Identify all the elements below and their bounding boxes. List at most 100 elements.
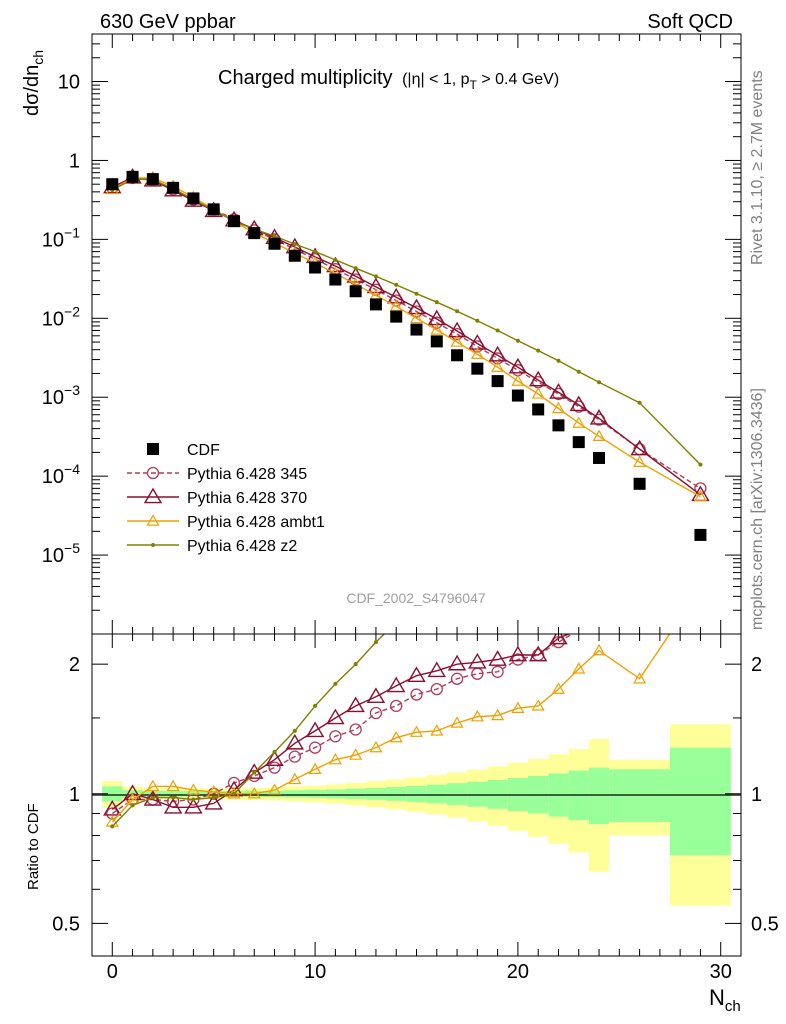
ratio-point: [511, 701, 525, 713]
band-inner: [588, 767, 610, 825]
ratio-point: [549, 634, 568, 645]
ratio-point: [450, 716, 464, 728]
main-point: [630, 439, 649, 456]
x-axis-label-text: N: [709, 985, 725, 1010]
band-inner: [304, 789, 326, 798]
main-data-point: [491, 375, 504, 388]
ratio-point: [427, 661, 447, 678]
legend-marker: [151, 543, 155, 547]
ratio-point: [163, 797, 183, 814]
ratio-point: [531, 699, 545, 711]
main-data-point: [106, 178, 119, 191]
main-point: [576, 369, 581, 374]
main-point: [455, 309, 460, 314]
main-data-point: [369, 298, 382, 311]
y-tick-label-exp: −1: [64, 224, 80, 240]
ratio-point: [329, 730, 342, 743]
ratio-point: [450, 672, 464, 685]
ratio-point: [110, 824, 115, 829]
ratio-point: [103, 799, 122, 816]
ratio-point: [313, 703, 318, 708]
ratio-point: [470, 710, 484, 722]
ratio-point: [430, 682, 443, 696]
ratio-point: [390, 699, 403, 713]
ratio-series-1: [103, 634, 571, 816]
legend-entry: Pythia 6.428 345: [127, 466, 307, 483]
ratio-point: [130, 803, 135, 808]
main-data-point: [430, 335, 443, 348]
ratio-uncertainty-band: [102, 724, 731, 906]
y-tick-label: 10−2: [42, 303, 80, 330]
y-axis-label-main: dσ/dnch: [21, 50, 46, 116]
band-inner: [365, 787, 387, 800]
ratio-panel: 0 10 20 30 0.5 0.5 1 1 2 2: [52, 633, 779, 983]
ratio-point: [508, 645, 528, 662]
main-point: [386, 287, 406, 304]
ratio-axes: 0 10 20 30 0.5 0.5 1 1 2 2: [52, 634, 779, 983]
legend-marker: [147, 443, 159, 455]
ratio-point: [272, 750, 277, 755]
y-tick-label-exp: −5: [64, 540, 80, 556]
y-tick-label: 10−3: [42, 382, 80, 409]
band-inner: [102, 786, 123, 802]
main-series-line: [111, 177, 701, 498]
ratio-y-tick-label: 1: [69, 784, 80, 806]
band-inner: [670, 747, 731, 856]
plot-title-cut-sub: T: [470, 78, 478, 92]
x-tick-label: 20: [507, 961, 529, 983]
main-point: [511, 374, 525, 386]
main-point: [366, 277, 386, 294]
main-point: [551, 401, 566, 414]
y-tick-label-exp: −2: [64, 303, 80, 319]
y-tick-label: 10−1: [42, 224, 80, 251]
legend-label: CDF: [187, 442, 220, 459]
ratio-series-line: [111, 634, 671, 823]
main-data-point: [146, 173, 159, 186]
ratio-point: [184, 797, 203, 814]
ratio-point: [468, 652, 487, 669]
band-inner: [345, 788, 366, 800]
main-point: [430, 323, 444, 335]
main-point: [292, 242, 297, 247]
main-point: [694, 482, 707, 495]
main-data-point: [552, 419, 565, 432]
main-point: [495, 328, 500, 333]
ratio-point: [369, 706, 383, 720]
main-data-point: [451, 349, 464, 362]
main-point: [536, 348, 541, 353]
ratio-point: [349, 748, 363, 760]
main-data-point: [390, 310, 403, 323]
ratio-point: [265, 750, 284, 766]
ratio-point: [171, 795, 176, 800]
main-point: [313, 249, 318, 254]
ratio-point: [511, 653, 525, 666]
x-tick-label: 30: [710, 961, 732, 983]
main-point: [698, 462, 703, 467]
main-point: [326, 256, 345, 273]
ratio-point: [285, 733, 305, 750]
ratio-point: [551, 682, 566, 694]
main-point: [633, 455, 647, 467]
ratio-point: [633, 672, 647, 684]
ratio-point: [373, 640, 378, 645]
ratio-point: [150, 795, 155, 800]
ratio-y-tick-label: 2: [69, 654, 80, 676]
ratio-point: [146, 779, 160, 792]
x-tick-label: 10: [304, 961, 326, 983]
main-point: [556, 358, 561, 363]
ratio-frame: [91, 633, 742, 957]
band-inner: [162, 790, 184, 797]
legend-marker: [146, 466, 160, 480]
ratio-point: [268, 761, 281, 774]
main-point: [693, 489, 707, 502]
ratio-point: [407, 666, 426, 683]
band-inner: [487, 779, 508, 809]
main-point: [409, 311, 424, 324]
band-inner: [467, 781, 488, 807]
ratio-point: [245, 763, 264, 779]
main-data-point: [248, 227, 261, 240]
main-series-3: [110, 177, 703, 467]
main-data-point: [593, 451, 606, 464]
band-inner: [325, 789, 346, 799]
